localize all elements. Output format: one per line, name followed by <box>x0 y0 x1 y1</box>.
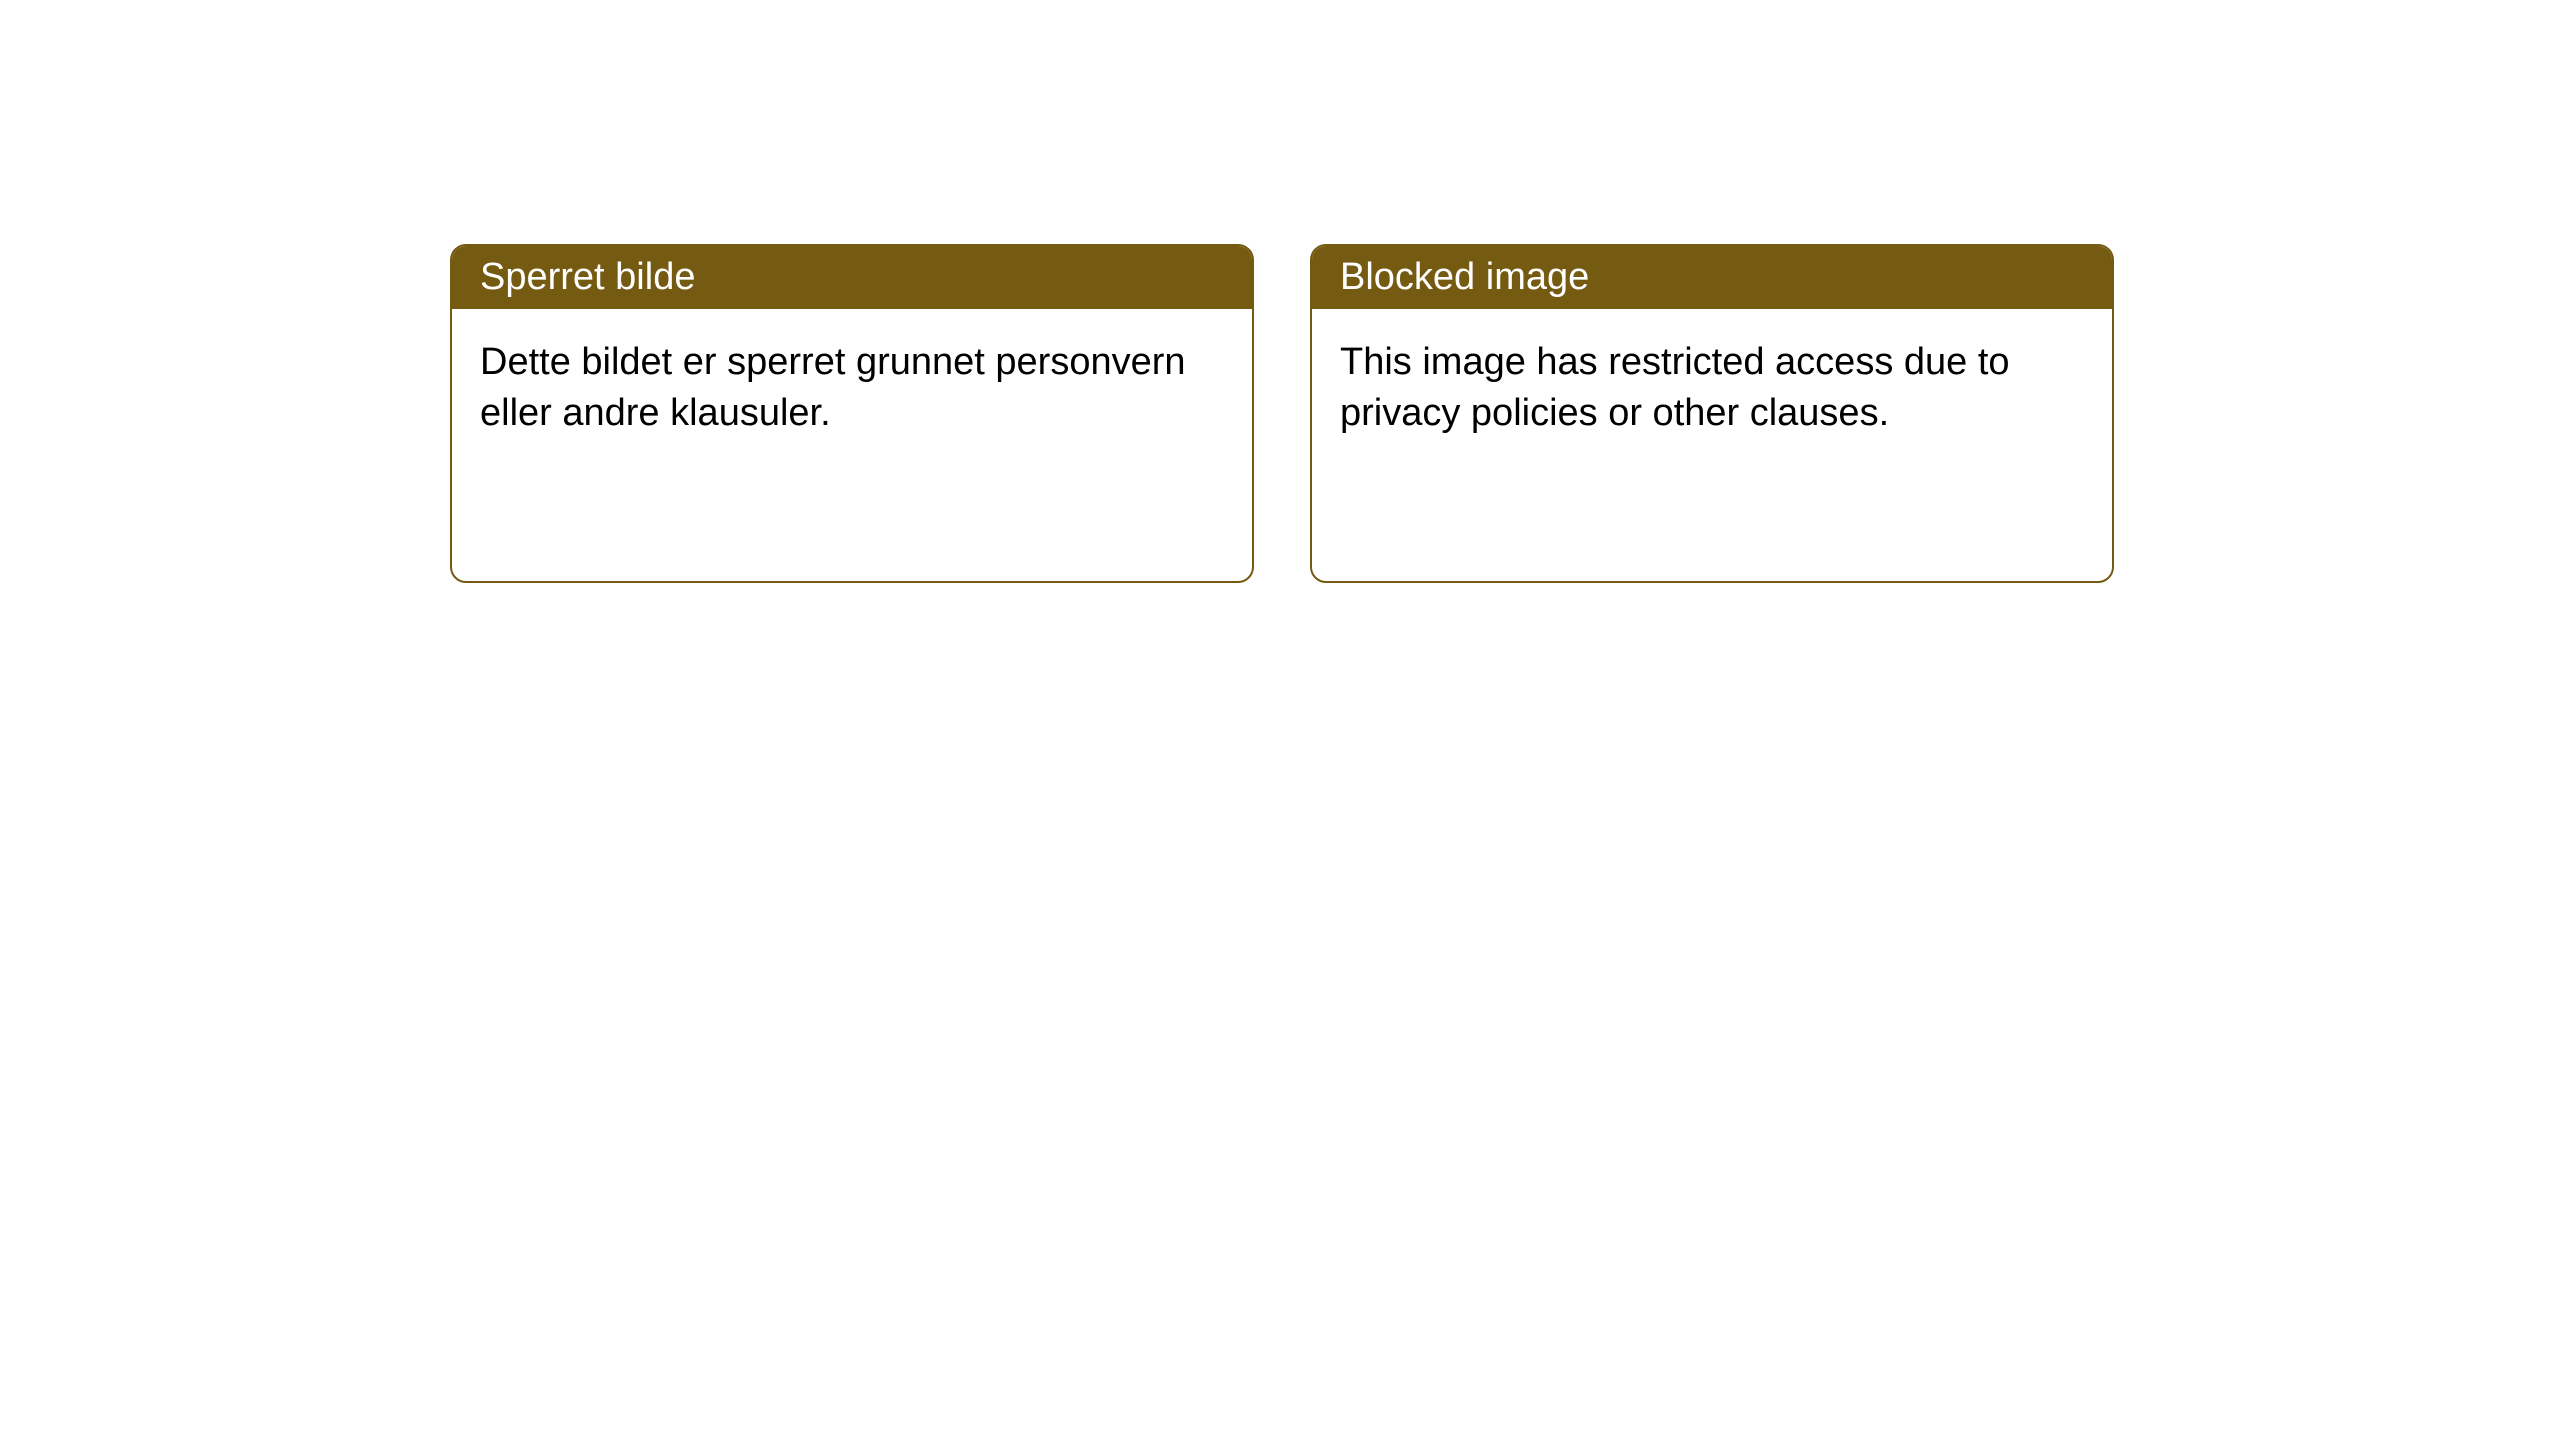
notice-body-norwegian: Dette bildet er sperret grunnet personve… <box>452 309 1252 581</box>
notice-container: Sperret bilde Dette bildet er sperret gr… <box>0 0 2560 583</box>
notice-card-english: Blocked image This image has restricted … <box>1310 244 2114 583</box>
notice-body-english: This image has restricted access due to … <box>1312 309 2112 581</box>
notice-card-norwegian: Sperret bilde Dette bildet er sperret gr… <box>450 244 1254 583</box>
notice-title-english: Blocked image <box>1312 246 2112 309</box>
notice-title-norwegian: Sperret bilde <box>452 246 1252 309</box>
